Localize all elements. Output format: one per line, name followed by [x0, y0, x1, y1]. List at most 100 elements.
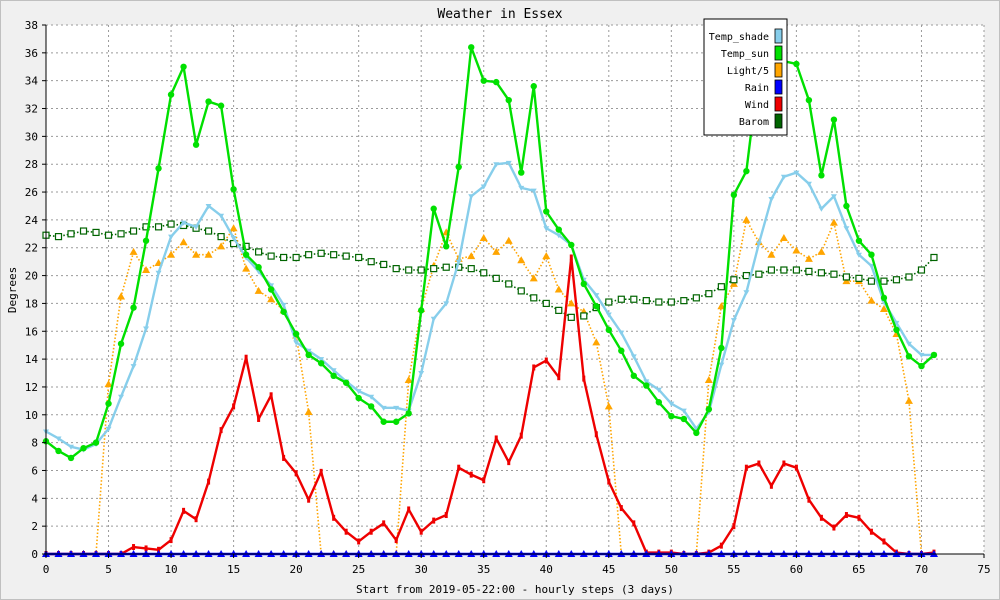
- x-tick-label: 20: [290, 563, 303, 576]
- barom-point: [104, 231, 113, 239]
- wind-point: [232, 403, 236, 410]
- temp-sun-point: [167, 91, 175, 98]
- wind-point: [219, 427, 223, 434]
- wind-point: [319, 468, 323, 475]
- barom-point: [717, 283, 725, 291]
- legend-box: [703, 18, 788, 136]
- legend-label-rain: Rain: [745, 83, 769, 94]
- temp-sun-point: [468, 44, 475, 51]
- barom-point: [842, 273, 851, 281]
- temp-sun-point: [730, 191, 738, 199]
- y-tick-label: 4: [31, 492, 38, 505]
- x-tick-label: 25: [352, 563, 365, 576]
- temp-sun-point: [493, 78, 500, 86]
- light-5-point: [492, 247, 501, 255]
- barom-point: [217, 233, 225, 241]
- y-axis-label: Degrees: [6, 267, 19, 313]
- temp-sun-point: [392, 418, 400, 425]
- temp-sun-point: [55, 447, 62, 455]
- wind-point: [757, 460, 761, 467]
- temp-shade-point: [555, 233, 562, 239]
- temp-shade-point: [518, 185, 525, 191]
- barom-point: [467, 265, 475, 273]
- temp-sun-point: [655, 399, 663, 406]
- temp-sun-point: [605, 326, 612, 334]
- barom-point: [117, 230, 125, 238]
- temp-sun-point: [530, 83, 537, 90]
- barom-point: [605, 298, 613, 306]
- x-tick-label: 60: [790, 563, 803, 576]
- barom-point: [655, 298, 663, 306]
- wind-point: [832, 524, 836, 531]
- barom-point: [67, 230, 75, 238]
- light-5-point: [804, 254, 813, 262]
- x-axis-label: Start from 2019-05-22:00 - hourly steps …: [356, 583, 674, 596]
- barom-point: [280, 253, 288, 262]
- temp-shade-point: [193, 224, 200, 230]
- temp-sun-point: [518, 169, 525, 176]
- temp-shade-point: [830, 194, 837, 200]
- legend-swatch-barom: [774, 113, 783, 129]
- temp-shade-point: [468, 194, 475, 200]
- legend-swatch-light-5: [774, 62, 783, 78]
- barom-point: [492, 274, 500, 282]
- wind-point: [844, 512, 848, 519]
- light-5-point: [829, 218, 838, 226]
- temp-shade-point: [793, 170, 800, 176]
- temp-shade-point: [280, 302, 287, 308]
- wind-point: [207, 478, 211, 485]
- wind-point: [769, 482, 773, 489]
- temp-shade-point: [843, 226, 850, 232]
- temp-sun-point: [705, 406, 713, 413]
- wind-point: [557, 374, 561, 381]
- temp-shade-point: [605, 312, 612, 318]
- temp-shade-point: [355, 389, 362, 395]
- barom-point: [154, 223, 163, 231]
- light-5-point: [879, 304, 888, 312]
- temp-shade-point: [205, 203, 212, 209]
- legend-label-light-5: Light/5: [727, 66, 769, 77]
- temp-shade-point: [730, 318, 737, 324]
- temp-sun-point: [430, 205, 437, 212]
- light-5-point: [404, 375, 413, 383]
- wind-point: [394, 537, 398, 544]
- y-tick-label: 22: [25, 242, 38, 255]
- wind-point: [307, 496, 311, 503]
- wind-point: [419, 528, 423, 535]
- wind-point: [444, 512, 448, 519]
- x-tick-label: 55: [727, 563, 740, 576]
- temp-sun-point: [242, 251, 250, 258]
- temp-shade-point: [480, 184, 487, 190]
- temp-sun-point: [105, 400, 112, 407]
- temp-shade-point: [768, 197, 775, 203]
- wind-point: [282, 454, 286, 461]
- temp-shade-point: [168, 234, 175, 240]
- light-5-point: [554, 285, 563, 293]
- temp-sun-point: [880, 294, 888, 302]
- barom-point: [555, 306, 563, 314]
- barom-point: [667, 298, 675, 306]
- y-tick-label: 20: [25, 270, 38, 283]
- temp-sun-point: [743, 167, 750, 175]
- light-5-point: [467, 252, 476, 260]
- light-5-point: [504, 236, 513, 244]
- temp-sun-point: [618, 347, 625, 354]
- barom-point: [642, 297, 650, 305]
- temp-sun-point: [668, 412, 675, 420]
- temp-shade-point: [105, 426, 112, 432]
- barom-point: [367, 258, 375, 266]
- light-5-point: [729, 279, 738, 287]
- temp-sun-point: [280, 308, 287, 315]
- barom-point: [742, 271, 750, 280]
- light-5-point: [192, 250, 201, 258]
- barom-point: [680, 297, 688, 305]
- barom-point: [830, 270, 838, 278]
- barom-point: [905, 273, 913, 281]
- light-5-point: [742, 215, 751, 223]
- temp-sun-point: [380, 418, 387, 425]
- y-tick-label: 34: [25, 75, 39, 88]
- x-tick-label: 0: [43, 563, 50, 576]
- x-tick-label: 30: [415, 563, 428, 576]
- legend-swatch-temp-shade: [774, 28, 783, 44]
- temp-shade-point: [318, 357, 325, 363]
